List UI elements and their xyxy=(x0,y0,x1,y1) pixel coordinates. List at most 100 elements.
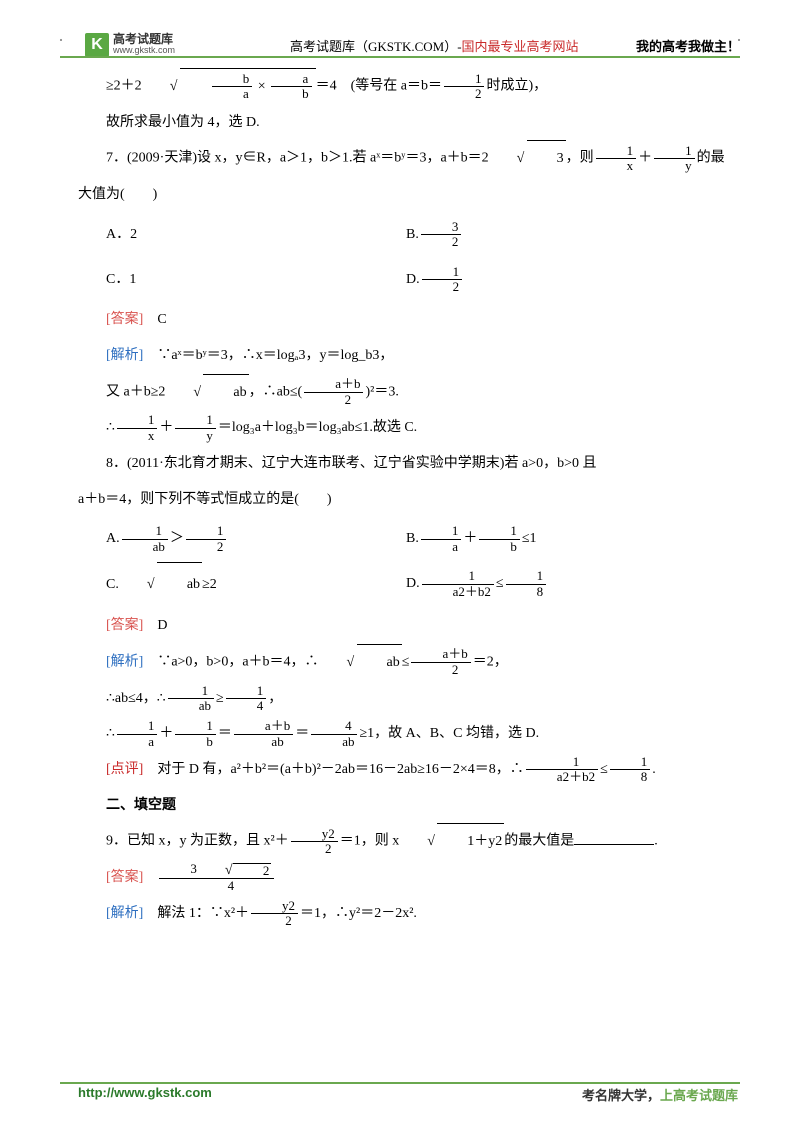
text: D. xyxy=(406,272,420,287)
page-footer: http://www.gkstk.com 考名牌大学，上高考试题库 xyxy=(78,1085,738,1104)
text: 9．已知 x，y 为正数，且 x²＋ xyxy=(106,834,289,849)
frac: 1a xyxy=(421,524,462,554)
frac-num: 1 xyxy=(122,524,168,539)
text: ∴ xyxy=(106,420,115,435)
text: ＝1，则 x xyxy=(340,834,400,849)
header-center: 高考试题库（GKSTK.COM）-国内最专业高考网站 xyxy=(290,36,579,55)
content: ≥2＋2ba × ab＝4 (等号在 a＝b＝12时成立)， 故所求最小值为 4… xyxy=(78,68,738,931)
frac: 1y xyxy=(175,413,216,443)
frac-num: 1 xyxy=(526,755,598,770)
answer-8: [答案] D xyxy=(78,608,738,644)
analysis-7-3: ∴1x＋1y＝log₃a＋log₃b＝log₃ab≤1.故选 C. xyxy=(78,410,738,446)
frac: 1ab xyxy=(122,524,168,554)
option-B: B.32 xyxy=(378,213,678,258)
frac: 1a xyxy=(117,719,158,749)
sqrt: ab xyxy=(119,562,202,608)
question-8-2: a＋b＝4，则下列不等式恒成立的是( ) xyxy=(78,482,738,518)
frac-num: a＋b xyxy=(234,719,293,734)
logo-url: www.gkstk.com xyxy=(113,45,175,56)
frac: 12 xyxy=(186,524,227,554)
text-line: 故所求最小值为 4，选 D. xyxy=(78,105,738,141)
text-line: ≥2＋2ba × ab＝4 (等号在 a＝b＝12时成立)， xyxy=(78,68,738,105)
answer-value: D xyxy=(143,618,167,633)
analysis-7-1: [解析] ∵aˣ＝bʸ＝3，∴x＝logₐ3，y＝log_b3， xyxy=(78,338,738,374)
sqrt: ba × ab xyxy=(142,68,316,105)
frac-den: y xyxy=(175,429,216,443)
text: ≤ xyxy=(496,576,504,591)
frac-num: 1 xyxy=(117,413,158,428)
options-8: A.1ab＞12 B.1a＋1b≤1 C.ab≥2 D.1a2＋b2≤18 xyxy=(78,517,738,608)
frac-den: b xyxy=(479,540,520,554)
frac-num: a＋b xyxy=(411,647,470,662)
frac: y22 xyxy=(291,827,338,857)
text: 又 a＋b≥2 xyxy=(106,384,165,399)
answer-7: [答案] C xyxy=(78,302,738,338)
frac-den: 2 xyxy=(304,393,363,407)
frac-den: a xyxy=(212,87,253,101)
section-2-heading: 二、填空题 xyxy=(78,788,738,824)
frac-den: y xyxy=(654,159,695,173)
frac-num: 1 xyxy=(654,144,695,159)
rad: 1＋y2 xyxy=(437,823,504,860)
text: 的最大值是 xyxy=(504,834,574,849)
text: . xyxy=(652,762,656,777)
frac-num: 3 xyxy=(421,220,462,235)
text: . xyxy=(654,834,658,849)
text: ∴ xyxy=(106,726,115,741)
tip-label: [点评] xyxy=(106,762,143,777)
option-C: C．1 xyxy=(78,258,378,303)
text: 时成立)， xyxy=(486,79,547,94)
option-A: A.1ab＞12 xyxy=(78,517,378,562)
frac-num: 4 xyxy=(311,719,357,734)
question-9: 9．已知 x，y 为正数，且 x²＋y22＝1，则 x 1＋y2的最大值是. xyxy=(78,823,738,860)
frac-den: 2 xyxy=(421,235,462,249)
text: ，∴ab≤( xyxy=(249,384,303,399)
text: ＝ xyxy=(295,726,309,741)
analysis-label: [解析] xyxy=(106,654,143,669)
frac-den: 2 xyxy=(291,842,338,856)
frac-den: x xyxy=(117,429,158,443)
text: ，则 xyxy=(566,151,594,166)
footer-divider xyxy=(60,1082,740,1084)
frac-num: 32 xyxy=(159,862,274,879)
footer-url: http://www.gkstk.com xyxy=(78,1085,212,1104)
frac: 18 xyxy=(610,755,651,785)
frac-num: 1 xyxy=(596,144,637,159)
text: ≤1 xyxy=(522,531,537,546)
frac-den: ab xyxy=(168,699,214,713)
fill-blank xyxy=(574,831,654,845)
text: 上高考试题库 xyxy=(660,1088,738,1103)
frac-den: ab xyxy=(311,735,357,749)
header-center-plain: 高考试题库（GKSTK.COM）- xyxy=(290,39,462,54)
frac-den: 2 xyxy=(422,280,463,294)
frac: 1ab xyxy=(168,684,214,714)
text: )²＝3. xyxy=(365,384,398,399)
frac-den: 2 xyxy=(186,540,227,554)
text: ＝1，∴y²＝2－2x². xyxy=(300,906,417,921)
footer-slogan: 考名牌大学，上高考试题库 xyxy=(582,1085,738,1104)
frac-den: 2 xyxy=(411,663,470,677)
frac-den: a xyxy=(117,735,158,749)
answer-label: [答案] xyxy=(106,618,143,633)
options-7: A．2 B.32 C．1 D.12 xyxy=(78,213,738,303)
text: ＞ xyxy=(170,531,184,546)
text: ≥1，故 A、B、C 均错，选 D. xyxy=(359,726,539,741)
rad: ab xyxy=(157,562,202,608)
frac-num: b xyxy=(212,72,253,87)
answer-value: C xyxy=(143,312,166,327)
analysis-label: [解析] xyxy=(106,906,143,921)
text: A. xyxy=(106,531,120,546)
analysis-8-2: ∴ab≤4，∴1ab≥14， xyxy=(78,681,738,717)
frac: 32 xyxy=(421,220,462,250)
analysis-9: [解析] 解法 1：∵x²＋y22＝1，∴y²＝2－2x². xyxy=(78,896,738,932)
text: ≤ xyxy=(402,654,410,669)
logo-icon: K xyxy=(85,33,109,57)
sqrt: 3 xyxy=(489,140,566,177)
frac: 1a2＋b2 xyxy=(526,755,598,785)
text: 7．(2009·天津)设 x，y∈R，a＞1，b＞1.若 aˣ＝bʸ＝3，a＋b… xyxy=(106,151,489,166)
frac-den: ab xyxy=(234,735,293,749)
text: ， xyxy=(268,691,282,706)
sqrt: 2 xyxy=(197,863,272,878)
frac-num: 1 xyxy=(444,72,485,87)
frac-den: 4 xyxy=(159,879,274,893)
